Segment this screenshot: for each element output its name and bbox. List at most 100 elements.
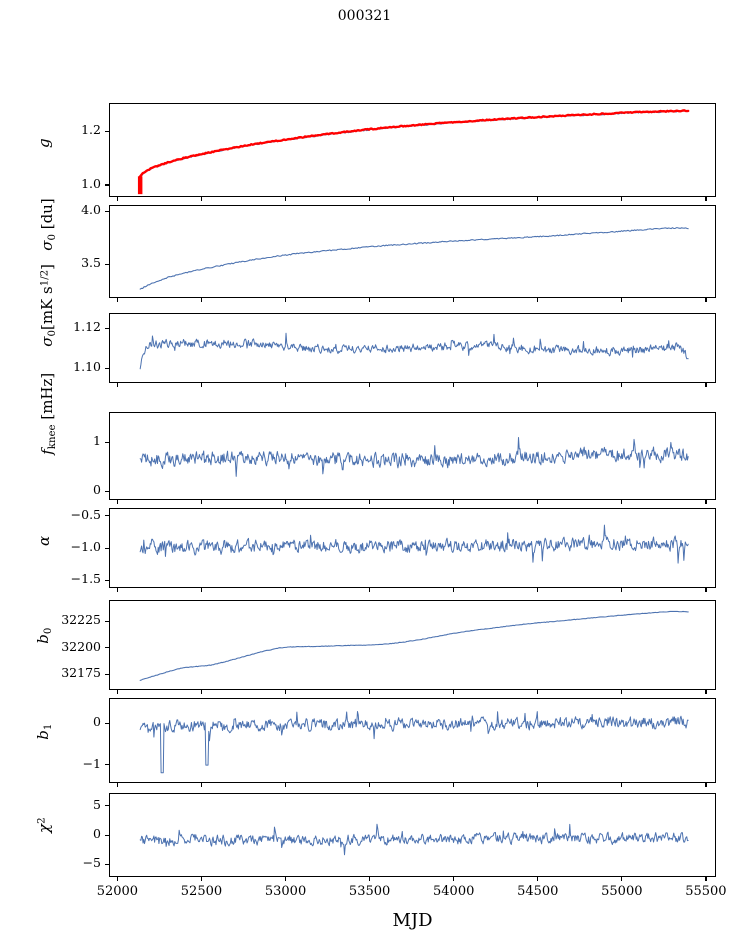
x-tick-mark bbox=[537, 588, 539, 592]
y-tick-mark bbox=[105, 805, 109, 807]
plot-panel-b1 bbox=[109, 698, 716, 783]
x-tick-mark bbox=[453, 298, 455, 302]
plot-panel-fknee bbox=[109, 412, 716, 500]
x-tick-label: 55000 bbox=[601, 884, 643, 899]
y-tick-mark bbox=[105, 184, 109, 186]
y-tick-mark bbox=[105, 620, 109, 622]
y-tick-label-sigma0-mk: 1.12 bbox=[73, 319, 101, 334]
x-tick-mark bbox=[285, 690, 287, 694]
x-tick-mark bbox=[705, 783, 707, 787]
x-tick-mark bbox=[116, 500, 118, 504]
x-tick-mark bbox=[200, 690, 203, 694]
y-tick-label-gain: 1.2 bbox=[81, 122, 101, 138]
x-tick-mark bbox=[116, 877, 118, 881]
y-tick-label-alpha: −1.5 bbox=[70, 571, 101, 587]
y-tick-label-b0: 32225 bbox=[61, 612, 101, 628]
x-tick-mark bbox=[285, 197, 287, 201]
y-tick-label-alpha: −0.5 bbox=[70, 506, 101, 522]
x-tick-mark bbox=[453, 500, 455, 504]
y-tick-mark bbox=[105, 863, 109, 865]
y-tick-mark bbox=[105, 327, 109, 329]
x-tick-mark bbox=[116, 298, 118, 302]
x-axis-label: MJD bbox=[392, 910, 433, 931]
x-tick-mark bbox=[537, 500, 539, 504]
figure-title: 000321 bbox=[337, 8, 392, 24]
x-tick-mark bbox=[200, 588, 203, 592]
x-tick-mark bbox=[537, 783, 539, 787]
y-tick-label-sigma0-mk: 1.10 bbox=[73, 359, 101, 374]
x-tick-mark bbox=[369, 588, 371, 592]
x-tick-mark bbox=[116, 383, 118, 387]
x-tick-mark bbox=[200, 298, 203, 302]
x-tick-mark bbox=[621, 877, 623, 881]
x-tick-label: 55500 bbox=[685, 884, 727, 899]
y-tick-mark bbox=[105, 673, 109, 675]
y-tick-label-b1: 0 bbox=[93, 714, 101, 730]
x-tick-mark bbox=[705, 298, 707, 302]
y-tick-mark bbox=[105, 515, 109, 517]
x-tick-mark bbox=[537, 383, 539, 387]
y-tick-mark bbox=[105, 547, 109, 549]
x-tick-mark bbox=[116, 197, 118, 201]
x-tick-mark bbox=[621, 783, 623, 787]
x-tick-mark bbox=[621, 197, 623, 201]
x-tick-mark bbox=[453, 690, 455, 694]
y-tick-mark bbox=[105, 490, 109, 492]
y-tick-label-b0: 32200 bbox=[61, 638, 101, 654]
x-tick-mark bbox=[285, 383, 287, 387]
y-tick-mark bbox=[105, 263, 109, 265]
x-tick-mark bbox=[705, 500, 707, 504]
x-tick-label: 52500 bbox=[180, 884, 223, 899]
y-tick-label-chi2: 0 bbox=[93, 826, 101, 841]
plot-panel-b0 bbox=[109, 600, 716, 690]
x-tick-mark bbox=[369, 197, 371, 201]
x-tick-mark bbox=[285, 298, 287, 302]
y-tick-label-chi2: 5 bbox=[93, 796, 101, 812]
y-tick-mark bbox=[105, 441, 109, 443]
y-tick-label-sigma0-du: 3.5 bbox=[81, 255, 101, 271]
x-tick-mark bbox=[285, 500, 287, 504]
x-tick-mark bbox=[537, 298, 539, 302]
x-tick-mark bbox=[537, 690, 539, 694]
x-tick-mark bbox=[200, 783, 203, 787]
x-tick-mark bbox=[537, 877, 539, 881]
y-tick-mark bbox=[105, 367, 109, 369]
x-tick-label: 54000 bbox=[433, 884, 475, 899]
x-tick-label: 53000 bbox=[264, 884, 307, 899]
x-tick-mark bbox=[369, 298, 371, 302]
x-tick-mark bbox=[369, 500, 371, 504]
y-tick-label-sigma0-du: 4.0 bbox=[81, 202, 101, 218]
x-tick-mark bbox=[200, 197, 203, 201]
y-tick-mark bbox=[105, 834, 109, 836]
x-tick-mark bbox=[621, 690, 623, 694]
plot-panel-alpha bbox=[109, 508, 716, 588]
y-tick-mark bbox=[105, 210, 109, 212]
y-tick-mark bbox=[105, 130, 109, 132]
x-tick-mark bbox=[621, 500, 623, 504]
plot-panel-gain bbox=[109, 103, 716, 197]
x-tick-mark bbox=[621, 383, 623, 387]
x-tick-mark bbox=[200, 383, 203, 387]
x-tick-mark bbox=[369, 383, 371, 387]
y-tick-label-b0: 32175 bbox=[61, 665, 101, 681]
plot-panel-sigma0-du bbox=[109, 205, 716, 298]
x-tick-mark bbox=[116, 588, 118, 592]
x-tick-mark bbox=[705, 197, 707, 201]
x-tick-mark bbox=[200, 500, 203, 504]
x-tick-label: 52000 bbox=[96, 884, 139, 899]
x-tick-mark bbox=[453, 783, 455, 787]
x-tick-mark bbox=[705, 877, 707, 881]
plot-panel-chi2 bbox=[109, 793, 716, 877]
x-tick-mark bbox=[369, 783, 371, 787]
x-tick-mark bbox=[537, 197, 539, 201]
x-tick-label: 54500 bbox=[517, 884, 559, 899]
x-tick-mark bbox=[369, 877, 371, 881]
y-tick-mark bbox=[105, 647, 109, 649]
x-tick-mark bbox=[705, 690, 707, 694]
y-tick-mark bbox=[105, 579, 109, 581]
y-tick-label-gain: 1.0 bbox=[81, 175, 101, 191]
x-tick-mark bbox=[369, 690, 371, 694]
x-tick-mark bbox=[285, 783, 287, 787]
y-tick-label-alpha: −1.0 bbox=[70, 539, 101, 554]
